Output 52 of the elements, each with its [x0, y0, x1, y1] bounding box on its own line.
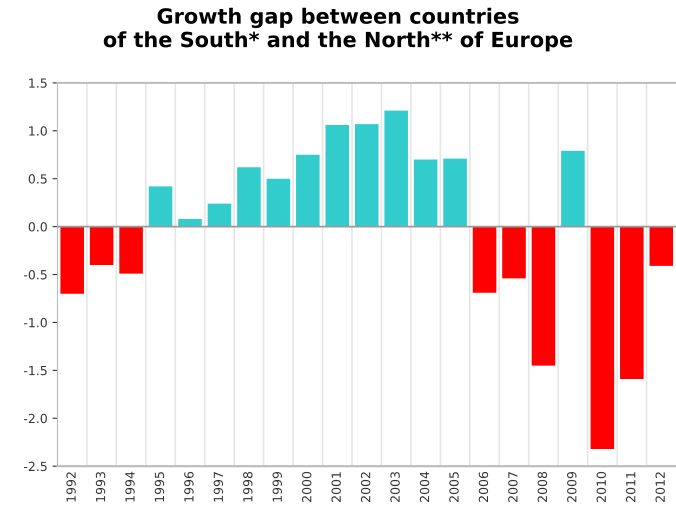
- bar: [148, 186, 172, 227]
- x-tick-label: 2004: [420, 472, 430, 502]
- bar: [443, 158, 467, 227]
- bar: [237, 167, 261, 227]
- bar: [354, 124, 379, 227]
- bar: [119, 226, 143, 274]
- bar: [414, 160, 438, 227]
- y-tick-label: 0.5: [28, 174, 47, 184]
- bar: [325, 125, 350, 227]
- bar: [90, 226, 114, 265]
- y-tick-label: 1.5: [29, 78, 47, 88]
- x-tick-label: 2008: [538, 472, 548, 502]
- bar: [649, 226, 674, 266]
- x-tick-label: 2003: [390, 472, 400, 502]
- x-tick-label: 2009: [567, 472, 577, 502]
- bar: [296, 154, 320, 227]
- bar: [60, 226, 84, 294]
- x-tick-label: 1994: [125, 472, 135, 502]
- bar: [620, 226, 644, 379]
- x-tick-label: 1996: [184, 472, 194, 502]
- chart-title: Growth gap between countries of the South* and the North** of Europe: [104, 8, 572, 52]
- x-tick-label: 2000: [302, 472, 312, 502]
- y-tick-label: -1.0: [24, 318, 47, 328]
- bar: [532, 226, 556, 366]
- x-tick-label: 1992: [66, 472, 76, 502]
- y-tick-label: -2.0: [24, 414, 47, 424]
- y-tick-label: 1.0: [29, 126, 47, 136]
- bar: [561, 150, 585, 227]
- x-tick-label: 2007: [508, 472, 518, 502]
- y-tick-label: -0.5: [24, 270, 47, 280]
- bar: [266, 178, 290, 227]
- x-tick-label: 2002: [360, 472, 370, 502]
- x-tick-label: 2005: [449, 472, 459, 502]
- x-tick-label: 2010: [596, 472, 606, 502]
- y-tick-label: -2.5: [24, 462, 47, 472]
- y-tick-label: 0.0: [28, 222, 47, 232]
- y-tick-label: -1.5: [24, 366, 47, 376]
- x-tick-label: 1993: [96, 472, 106, 502]
- x-tick-label: 2001: [331, 472, 341, 502]
- x-tick-label: 1999: [272, 472, 282, 502]
- x-tick-label: 2012: [655, 472, 665, 502]
- x-tick-label: 1995: [154, 472, 164, 502]
- x-tick-label: 1998: [243, 472, 253, 502]
- bar: [384, 110, 408, 227]
- x-tick-label: 2006: [478, 472, 488, 502]
- bar: [590, 226, 614, 449]
- bar: [178, 218, 202, 227]
- x-tick-label: 2011: [626, 472, 636, 502]
- bar: [208, 204, 232, 227]
- bar: [502, 226, 526, 278]
- bar: [472, 226, 496, 293]
- x-tick-label: 1997: [214, 472, 224, 502]
